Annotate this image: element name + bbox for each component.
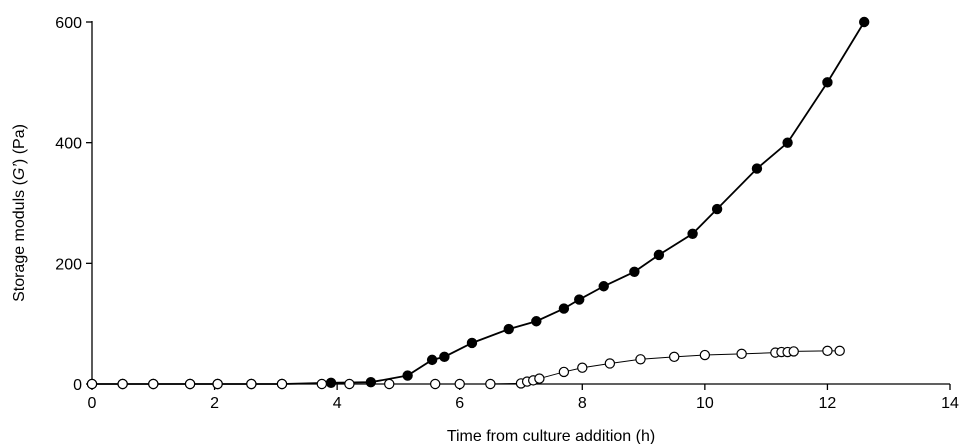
open-point xyxy=(454,378,465,390)
open-point xyxy=(635,354,646,365)
series-layer xyxy=(86,16,870,390)
filled-point xyxy=(711,203,723,215)
filled-point xyxy=(687,228,698,239)
filled-point xyxy=(503,323,514,335)
filled-point xyxy=(531,316,542,327)
filled-point xyxy=(365,376,377,388)
open-point xyxy=(212,378,223,390)
y-axis-title-symbol: G’ xyxy=(11,164,28,180)
open-point xyxy=(534,373,545,384)
open-point xyxy=(669,351,680,363)
open-point xyxy=(384,378,395,390)
series-line xyxy=(92,350,840,385)
open-point xyxy=(604,358,616,369)
x-tick-label: 4 xyxy=(333,395,342,412)
open-point xyxy=(276,378,288,390)
series-1 xyxy=(86,16,870,390)
filled-point xyxy=(629,266,640,277)
y-tick-label: 200 xyxy=(55,256,82,273)
open-point xyxy=(430,378,441,390)
open-point xyxy=(184,378,196,390)
series-2 xyxy=(86,345,845,390)
filled-point xyxy=(574,294,585,305)
filled-point xyxy=(558,303,570,314)
x-tick-label: 14 xyxy=(941,395,959,412)
filled-point xyxy=(653,249,665,261)
filled-point xyxy=(822,77,833,88)
open-point xyxy=(246,378,257,390)
open-point xyxy=(558,366,570,378)
y-tick-label: 400 xyxy=(55,136,82,153)
series-line xyxy=(92,21,865,385)
x-axis-title: Time from culture addition (h) xyxy=(447,428,655,444)
axis-titles: Time from culture addition (h) Storage m… xyxy=(11,124,655,444)
open-point xyxy=(485,378,496,390)
x-tick-label: 12 xyxy=(819,395,837,412)
filled-point xyxy=(598,281,609,292)
open-point xyxy=(316,378,328,390)
filled-point xyxy=(402,370,413,381)
y-axis-title: Storage moduls (G’) (Pa) xyxy=(11,124,28,302)
filled-point xyxy=(426,354,438,366)
filled-point xyxy=(466,337,478,349)
filled-point xyxy=(782,137,793,148)
open-point xyxy=(788,346,799,357)
filled-point xyxy=(859,16,870,28)
x-tick-label: 6 xyxy=(455,395,464,412)
open-point xyxy=(117,378,128,390)
open-point xyxy=(822,345,833,357)
x-tick-label: 8 xyxy=(578,395,587,412)
y-tick-label: 600 xyxy=(55,15,82,32)
open-point xyxy=(148,378,159,390)
y-axis-title-pre: Storage moduls ( xyxy=(11,179,28,302)
y-axis-title-post: ) (Pa) xyxy=(11,124,28,164)
open-point xyxy=(344,378,355,390)
filled-point xyxy=(439,351,450,363)
open-point xyxy=(834,345,845,357)
y-tick-label: 0 xyxy=(73,377,82,394)
open-point xyxy=(736,348,747,360)
open-point xyxy=(577,362,588,373)
open-point xyxy=(699,349,711,361)
x-tick-label: 0 xyxy=(88,395,97,412)
x-tick-label: 10 xyxy=(696,395,714,412)
open-point xyxy=(86,378,98,390)
x-tick-label: 2 xyxy=(210,395,219,412)
filled-point xyxy=(325,377,337,388)
filled-point xyxy=(751,163,763,174)
